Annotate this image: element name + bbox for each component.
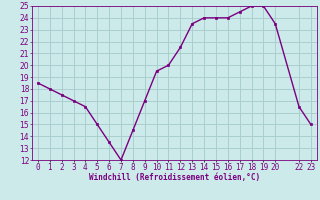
X-axis label: Windchill (Refroidissement éolien,°C): Windchill (Refroidissement éolien,°C) [89, 173, 260, 182]
